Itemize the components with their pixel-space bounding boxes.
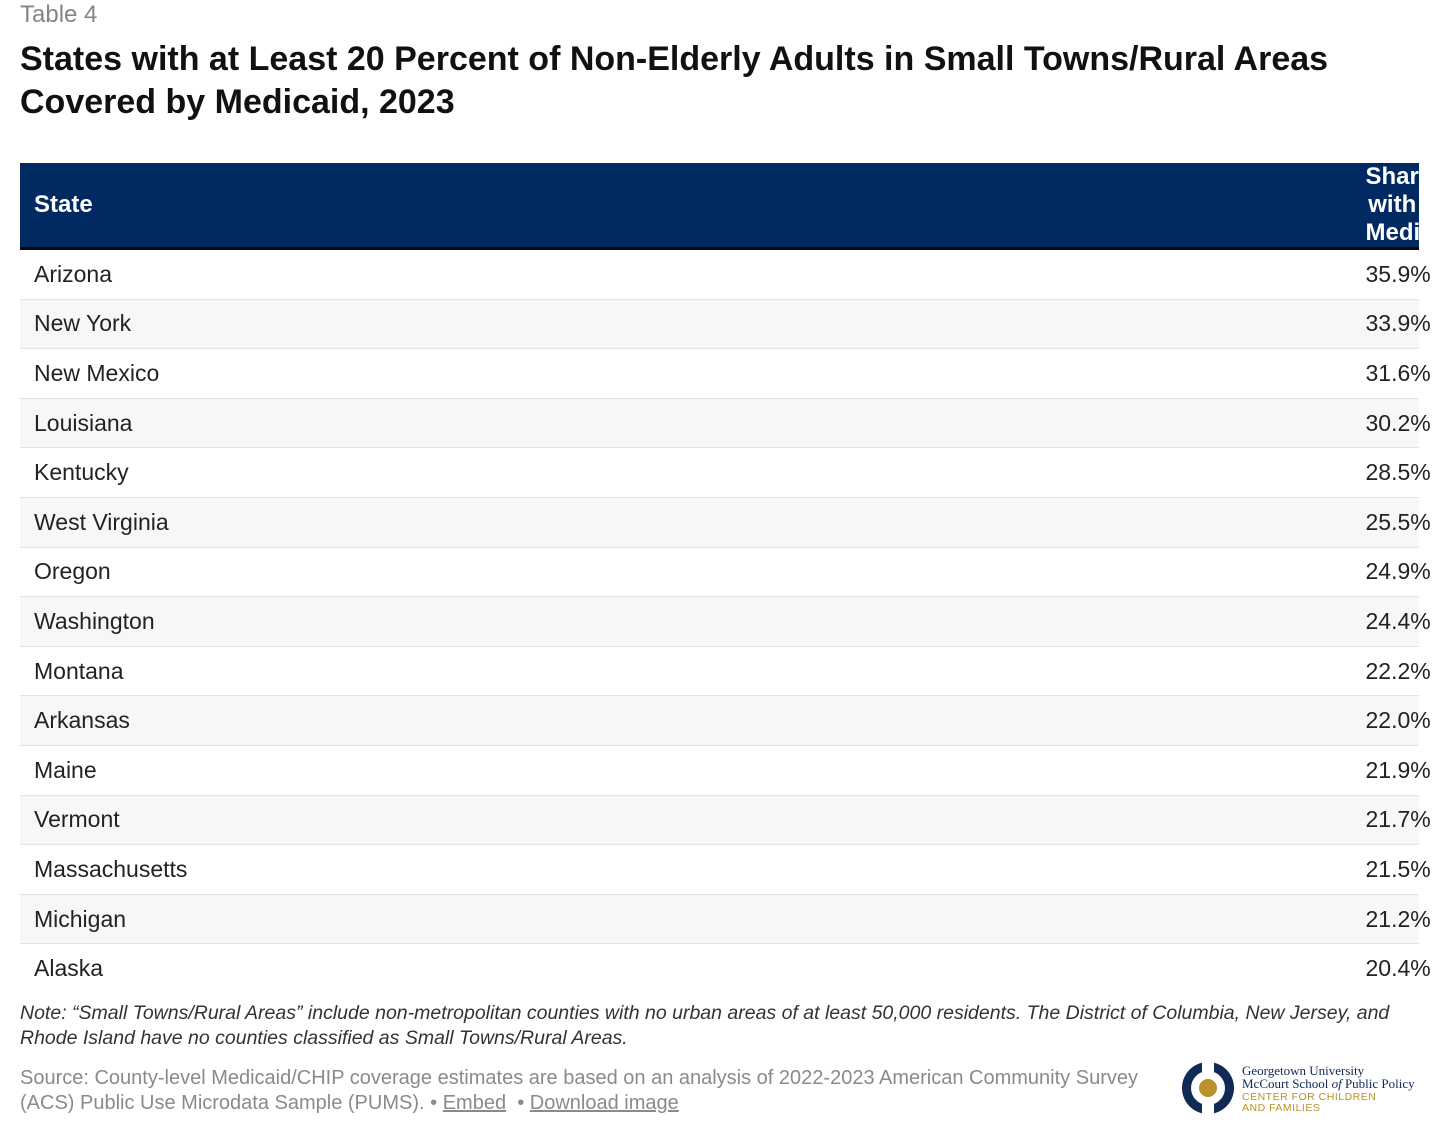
table-row: Arizona 35.9% [20, 248, 1431, 300]
georgetown-seal-icon [1182, 1060, 1234, 1116]
table-row: Washington 24.4% [20, 596, 1431, 647]
share-cell: 30.2% [719, 398, 1431, 449]
share-cell: 24.9% [719, 547, 1431, 598]
table-row: Montana 22.2% [20, 646, 1431, 697]
download-image-link[interactable]: Download image [529, 1092, 679, 1114]
column-header-state: State [20, 163, 720, 250]
logo-university: Georgetown University [1242, 1063, 1365, 1078]
share-cell: 21.7% [719, 795, 1431, 846]
logo-text: Georgetown University McCourt School of … [1242, 1064, 1415, 1114]
table-row: Kentucky 28.5% [20, 447, 1431, 498]
state-cell: New York [20, 299, 720, 350]
logo-center-line2: AND FAMILIES [1242, 1102, 1321, 1114]
bullet-separator: • [430, 1092, 438, 1114]
share-cell: 24.4% [719, 596, 1431, 647]
share-cell: 21.2% [719, 894, 1431, 945]
share-cell: 35.9% [719, 248, 1431, 300]
table-title: States with at Least 20 Percent of Non-E… [20, 40, 1329, 121]
share-cell: 33.9% [719, 299, 1431, 350]
state-cell: Montana [20, 646, 720, 697]
state-cell: Kentucky [20, 447, 720, 498]
table-row: Arkansas 22.0% [20, 695, 1431, 746]
share-cell: 31.6% [719, 348, 1431, 399]
share-cell: 20.4% [1365, 955, 1431, 982]
embed-link[interactable]: Embed [442, 1092, 507, 1114]
table-row: New Mexico 31.6% [20, 348, 1431, 399]
state-cell: Washington [20, 596, 720, 647]
table-row: Maine 21.9% [20, 745, 1431, 796]
table-row: Alaska 20.4% [20, 944, 1431, 993]
table-row: Oregon 24.9% [20, 547, 1431, 598]
logo-school: McCourt School of Public Policy [1242, 1076, 1415, 1091]
table-note: Note: “Small Towns/Rural Areas” include … [20, 1002, 1390, 1049]
column-header-share: Share with Medicaid [719, 163, 1456, 250]
table-row: Michigan 21.2% [20, 894, 1431, 945]
table-row: Louisiana 30.2% [20, 398, 1431, 449]
state-cell: Vermont [20, 795, 720, 846]
state-cell: Massachusetts [20, 844, 720, 895]
table-row: New York 33.9% [20, 299, 1431, 350]
logo-center-line1: CENTER FOR CHILDREN [1242, 1091, 1377, 1103]
share-cell: 21.5% [719, 844, 1431, 895]
state-cell: New Mexico [20, 348, 720, 399]
table-label: Table 4 [20, 1, 98, 28]
table-row: West Virginia 25.5% [20, 497, 1431, 548]
state-cell: Arizona [20, 248, 720, 300]
bullet-separator: • [517, 1092, 525, 1114]
state-cell: Maine [20, 745, 720, 796]
share-cell: 22.2% [719, 646, 1431, 697]
source-line: Source: County-level Medicaid/CHIP cover… [20, 1066, 1160, 1116]
table-body: Arizona 35.9% New York 33.9% New Mexico 31.6%… [20, 248, 1431, 993]
source-text: Source: County-level Medicaid/CHIP cover… [20, 1067, 1138, 1114]
state-cell: Oregon [20, 547, 720, 598]
state-cell: Alaska [34, 955, 104, 982]
share-cell: 22.0% [719, 695, 1431, 746]
table-row: Vermont 21.7% [20, 795, 1431, 846]
state-cell: West Virginia [20, 497, 720, 548]
state-cell: Louisiana [20, 398, 720, 449]
state-cell: Michigan [20, 894, 720, 945]
medicaid-share-table: State Share with Medicaid Arizona35.9%Ne… [20, 163, 1456, 993]
table-header-row: State Share with Medicaid [20, 163, 1456, 250]
georgetown-logo: Georgetown University McCourt School of … [1180, 1060, 1430, 1120]
share-cell: 25.5% [719, 497, 1431, 548]
state-cell: Arkansas [20, 695, 720, 746]
share-cell: 28.5% [719, 447, 1431, 498]
share-cell: 21.9% [719, 745, 1431, 796]
table-row: Massachusetts 21.5% [20, 844, 1431, 895]
